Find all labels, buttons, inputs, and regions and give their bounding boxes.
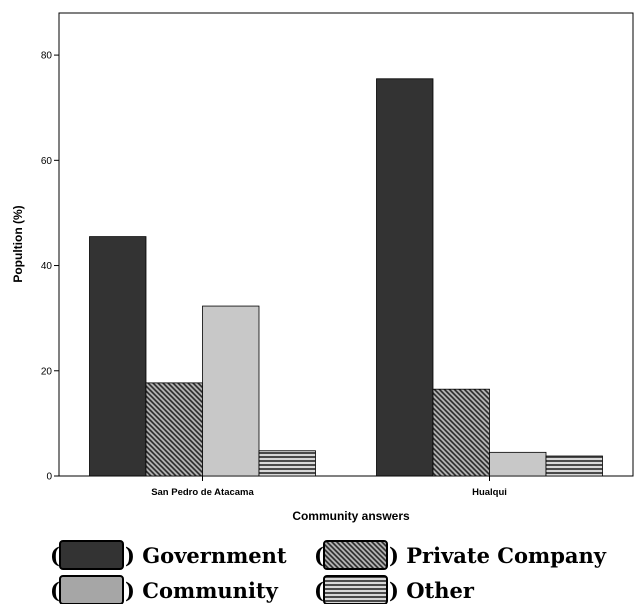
legend-series-name: Government bbox=[142, 543, 287, 568]
bar-other-san-pedro-de-atacama bbox=[258, 450, 316, 477]
bar-private-company-san-pedro-de-atacama bbox=[145, 382, 203, 477]
legend-item-government: ( ) Government bbox=[50, 540, 287, 570]
bar-community-san-pedro-de-atacama bbox=[202, 305, 260, 477]
legend-paren: ( bbox=[50, 578, 60, 603]
x-axis-title: Community answers bbox=[292, 509, 410, 523]
legend-series-name: Community bbox=[142, 578, 278, 603]
legend-item-community: ( ) Community bbox=[50, 575, 279, 604]
y-tick-label: 20 bbox=[41, 366, 53, 377]
legend-label: ) Private Company bbox=[389, 543, 607, 568]
bar-government-hualqui bbox=[376, 78, 434, 477]
y-tick-label: 80 bbox=[41, 51, 53, 62]
legend-swatch bbox=[59, 540, 124, 570]
legend-swatch bbox=[323, 540, 388, 570]
legend-label: ) Community bbox=[125, 578, 279, 603]
y-tick-label: 40 bbox=[41, 261, 53, 272]
x-category-label: Hualqui bbox=[472, 487, 507, 498]
bars bbox=[89, 78, 603, 477]
x-category-label: San Pedro de Atacama bbox=[151, 487, 254, 498]
legend-label: ) Other bbox=[389, 578, 475, 603]
legend-series-name: Private Company bbox=[406, 543, 607, 568]
legend-swatch bbox=[323, 575, 388, 604]
y-tick-label: 0 bbox=[46, 472, 52, 483]
legend-paren: ( bbox=[314, 578, 324, 603]
y-axis: 0 20 40 60 80 bbox=[41, 51, 59, 483]
legend-item-other: ( ) Other bbox=[314, 575, 475, 604]
x-axis: San Pedro de Atacama Hualqui bbox=[151, 476, 507, 498]
bar-government-san-pedro-de-atacama bbox=[89, 236, 147, 477]
legend: ( ) Government ( ) Private Company ( ) Commun… bbox=[50, 540, 607, 604]
y-tick-label: 60 bbox=[41, 156, 53, 167]
legend-series-name: Other bbox=[406, 578, 475, 603]
legend-paren: ( bbox=[50, 543, 60, 568]
y-axis-title: Popultion (%) bbox=[11, 205, 25, 282]
bar-private-company-hualqui bbox=[432, 388, 490, 477]
bar-community-hualqui bbox=[489, 451, 547, 477]
bar-other-hualqui bbox=[545, 455, 603, 477]
legend-label: ) Government bbox=[125, 543, 287, 568]
legend-paren: ( bbox=[314, 543, 324, 568]
legend-swatch bbox=[59, 575, 124, 604]
legend-item-private-company: ( ) Private Company bbox=[314, 540, 607, 570]
